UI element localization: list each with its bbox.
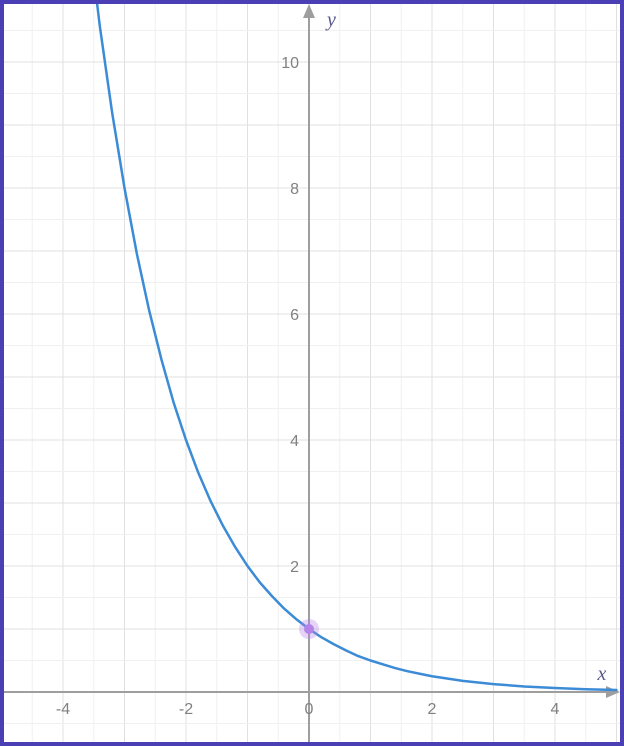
y-tick-label: 8	[290, 181, 299, 198]
x-tick-label: 4	[551, 701, 560, 718]
x-tick-label: 0	[305, 701, 314, 718]
x-axis-label: x	[597, 663, 607, 685]
chart-container: -4 -2 0 2 4 2 4 6 8 10 x y	[0, 0, 624, 746]
x-tick-label: 2	[428, 701, 437, 718]
y-tick-label: 2	[290, 559, 299, 576]
exponential-decay-chart: -4 -2 0 2 4 2 4 6 8 10 x y	[0, 0, 624, 746]
y-tick-label: 4	[290, 433, 299, 450]
x-tick-label: -2	[179, 701, 193, 718]
highlight-point	[304, 624, 314, 634]
y-axis-label: y	[325, 9, 336, 31]
y-tick-label: 10	[281, 55, 299, 72]
x-tick-label: -4	[56, 701, 70, 718]
y-tick-label: 6	[290, 307, 299, 324]
